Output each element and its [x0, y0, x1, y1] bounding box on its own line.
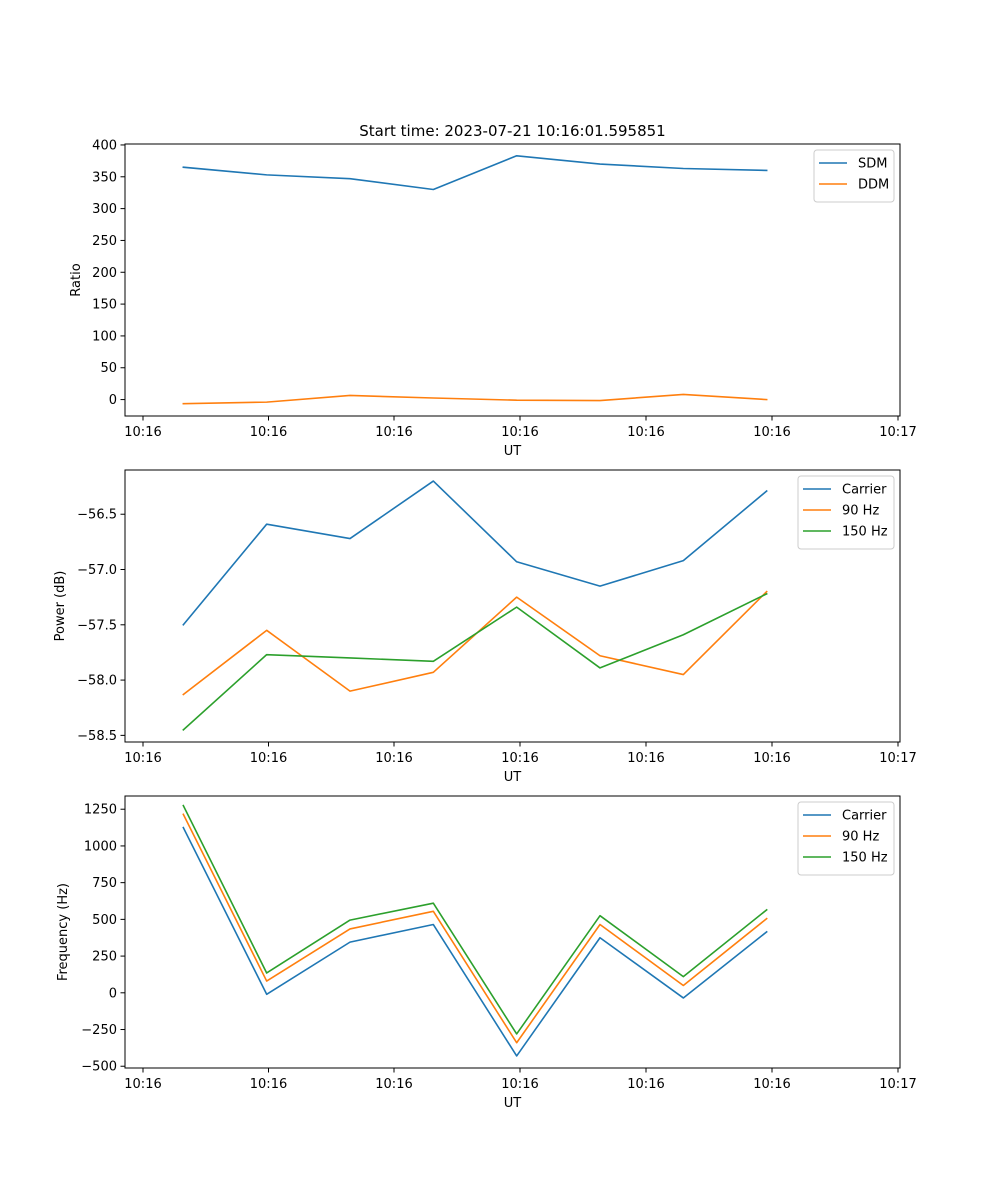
frequency-x-tick-label: 10:16 — [501, 1077, 538, 1092]
power-legend: Carrier 90 Hz 150 Hz — [797, 475, 895, 550]
power-x-tick-label: 10:16 — [250, 751, 287, 766]
legend-entry-label: 90 Hz — [842, 830, 879, 845]
power-y-tick-label: −58.5 — [77, 729, 117, 744]
frequency-axes-frame — [124, 795, 901, 1069]
power-x-tick-label: 10:16 — [375, 751, 412, 766]
ratio-x-tick-label: 10:17 — [879, 425, 916, 440]
frequency-y-tick-label: 750 — [92, 876, 117, 891]
ratio-y-tick-label: 300 — [92, 202, 117, 217]
ratio-x-tick-label: 10:16 — [124, 425, 161, 440]
ratio-y-axis-label: Ratio — [69, 263, 84, 296]
frequency-x-tick-label: 10:16 — [375, 1077, 412, 1092]
ratio-y-tick-label: 400 — [92, 138, 117, 153]
power-y-tick-label: −56.5 — [77, 508, 117, 523]
ratio-x-tick-label: 10:16 — [627, 425, 664, 440]
power-axes-frame — [124, 469, 901, 743]
frequency-y-tick-label: −250 — [81, 1023, 117, 1038]
ratio-x-tick-label: 10:16 — [501, 425, 538, 440]
ratio-y-tick-label: 100 — [92, 329, 117, 344]
frequency-y-tick-label: −500 — [81, 1060, 117, 1075]
ratio-axes-frame — [124, 143, 901, 417]
frequency-x-axis-label: UT — [504, 1096, 522, 1111]
frequency-y-tick-label: 250 — [92, 950, 117, 965]
frequency-series-90-hz-line — [182, 813, 768, 1044]
ratio-x-tick-label: 10:16 — [250, 425, 287, 440]
power-y-tick-label: −57.0 — [77, 563, 117, 578]
frequency-series-carrier-line — [182, 826, 768, 1057]
ratio-series-sdm-line — [182, 154, 768, 191]
power-y-axis-label: Power (dB) — [53, 571, 68, 642]
frequency-x-tick-label: 10:16 — [250, 1077, 287, 1092]
frequency-x-tick-label: 10:17 — [879, 1077, 916, 1092]
legend-entry-label: 90 Hz — [842, 504, 879, 519]
power-y-tick-label: −57.5 — [77, 618, 117, 633]
ratio-x-tick-label: 10:16 — [753, 425, 790, 440]
frequency-y-tick-label: 0 — [109, 986, 117, 1001]
frequency-y-tick-label: 500 — [92, 913, 117, 928]
power-plot: 10:16 10:16 10:16 10:16 10:16 10:16 10:17 −58.5… — [53, 469, 917, 785]
power-x-tick-label: 10:16 — [627, 751, 664, 766]
ratio-x-tick-label: 10:16 — [375, 425, 412, 440]
power-x-tick-label: 10:16 — [124, 751, 161, 766]
legend-entry-label: 150 Hz — [842, 851, 888, 866]
frequency-legend: Carrier 90 Hz 150 Hz — [797, 801, 895, 876]
frequency-y-axis-label: Frequency (Hz) — [56, 883, 71, 981]
ratio-plot: 10:16 10:16 10:16 10:16 10:16 10:16 10:17 0 50 10… — [69, 138, 917, 459]
legend-entry-label: 150 Hz — [842, 525, 888, 540]
power-x-tick-label: 10:17 — [879, 751, 916, 766]
frequency-x-tick-label: 10:16 — [753, 1077, 790, 1092]
power-series-150-hz-line — [182, 592, 768, 731]
ratio-legend: SDM DDM — [813, 149, 895, 203]
ratio-y-tick-label: 50 — [100, 361, 117, 376]
ratio-y-tick-label: 200 — [92, 266, 117, 281]
ratio-y-tick-label: 0 — [109, 393, 117, 408]
frequency-y-tick-label: 1250 — [84, 803, 117, 818]
frequency-y-tick-label: 1000 — [84, 839, 117, 854]
power-y-tick-label: −58.0 — [77, 674, 117, 689]
frequency-x-tick-label: 10:16 — [124, 1077, 161, 1092]
legend-entry-label: Carrier — [842, 483, 887, 498]
legend-entry-label: Carrier — [842, 809, 887, 824]
ratio-y-tick-label: 250 — [92, 234, 117, 249]
frequency-series-150-hz-line — [182, 804, 768, 1035]
frequency-plot: 10:16 10:16 10:16 10:16 10:16 10:16 10:17 −500 −… — [56, 795, 917, 1111]
ratio-y-tick-label: 150 — [92, 298, 117, 313]
ratio-series-ddm-line — [182, 393, 768, 405]
ratio-x-axis-label: UT — [504, 444, 522, 459]
power-x-tick-label: 10:16 — [501, 751, 538, 766]
frequency-x-tick-label: 10:16 — [627, 1077, 664, 1092]
power-series-carrier-line — [182, 480, 768, 626]
power-x-axis-label: UT — [504, 770, 522, 785]
power-x-tick-label: 10:16 — [753, 751, 790, 766]
legend-entry-label: DDM — [858, 178, 889, 193]
chart-title: Start time: 2023-07-21 10:16:01.595851 — [359, 122, 665, 140]
ratio-y-tick-label: 350 — [92, 170, 117, 185]
legend-entry-label: SDM — [858, 157, 887, 172]
